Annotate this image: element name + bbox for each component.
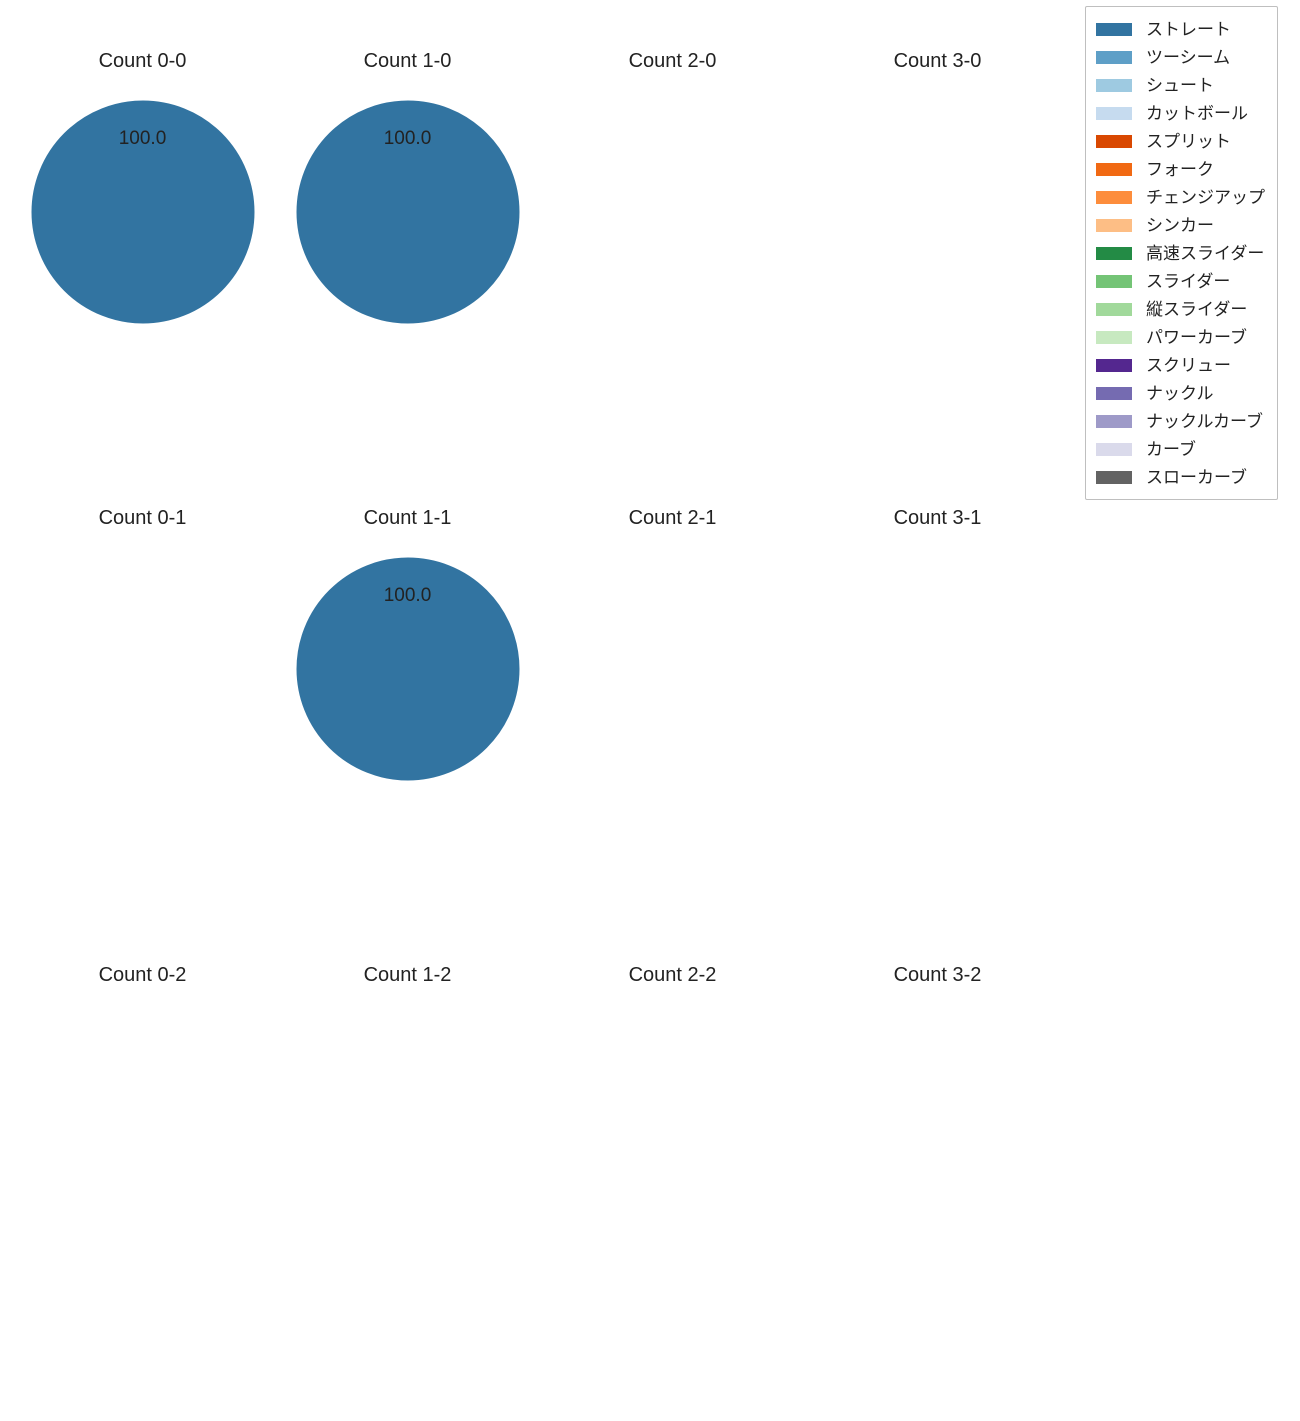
legend-item-vslider: 縦スライダー <box>1096 295 1265 323</box>
pie-slice-label: 100.0 <box>384 585 432 607</box>
legend-item-shoot: シュート <box>1096 71 1265 99</box>
legend-label: ストレート <box>1146 21 1231 38</box>
panel-title: Count 2-0 <box>540 50 805 73</box>
panel-title: Count 1-1 <box>275 507 540 530</box>
legend-swatch <box>1096 23 1132 36</box>
legend-swatch <box>1096 219 1132 232</box>
legend-swatch <box>1096 107 1132 120</box>
panel-count-22: Count 2-2 <box>540 964 805 1421</box>
legend-item-screw: スクリュー <box>1096 351 1265 379</box>
panel-title: Count 3-1 <box>805 507 1070 530</box>
panel-title: Count 2-1 <box>540 507 805 530</box>
legend-item-slowcurve: スローカーブ <box>1096 463 1265 491</box>
legend-label: カットボール <box>1146 105 1248 122</box>
legend-label: シュート <box>1146 77 1214 94</box>
legend-swatch <box>1096 247 1132 260</box>
legend-swatch <box>1096 79 1132 92</box>
legend-item-changeup: チェンジアップ <box>1096 183 1265 211</box>
legend-label: ナックル <box>1146 385 1214 402</box>
legend-label: チェンジアップ <box>1146 189 1265 206</box>
legend-label: スクリュー <box>1146 357 1231 374</box>
legend-label: スライダー <box>1146 273 1230 290</box>
panel-title: Count 1-2 <box>275 964 540 987</box>
legend-item-fastslider: 高速スライダー <box>1096 239 1265 267</box>
legend-label: 高速スライダー <box>1146 245 1264 262</box>
legend-label: 縦スライダー <box>1146 301 1247 318</box>
panel-count-20: Count 2-0 <box>540 50 805 507</box>
panel-title: Count 0-1 <box>10 507 275 530</box>
panel-count-11: Count 1-1 100.0 <box>275 507 540 964</box>
legend-swatch <box>1096 387 1132 400</box>
legend-swatch <box>1096 51 1132 64</box>
legend-item-sinker: シンカー <box>1096 211 1265 239</box>
legend-item-curve: カーブ <box>1096 435 1265 463</box>
panel-title: Count 2-2 <box>540 964 805 987</box>
panel-count-30: Count 3-0 <box>805 50 1070 507</box>
panel-title: Count 3-2 <box>805 964 1070 987</box>
legend-label: フォーク <box>1146 161 1214 178</box>
legend-item-knucklecurve: ナックルカーブ <box>1096 407 1265 435</box>
legend-label: パワーカーブ <box>1146 329 1247 346</box>
legend-swatch <box>1096 359 1132 372</box>
panel-count-32: Count 3-2 <box>805 964 1070 1421</box>
panel-count-01: Count 0-1 <box>10 507 275 964</box>
panel-count-31: Count 3-1 <box>805 507 1070 964</box>
legend-label: カーブ <box>1146 441 1196 458</box>
legend-swatch <box>1096 135 1132 148</box>
legend-label: ツーシーム <box>1146 49 1230 66</box>
legend-item-cutball: カットボール <box>1096 99 1265 127</box>
legend-item-powercurve: パワーカーブ <box>1096 323 1265 351</box>
pie-slice-label: 100.0 <box>384 128 432 150</box>
panel-title: Count 1-0 <box>275 50 540 73</box>
panel-count-12: Count 1-2 <box>275 964 540 1421</box>
pie-chart: 100.0 <box>296 557 520 781</box>
legend-item-knuckle: ナックル <box>1096 379 1265 407</box>
legend-label: スプリット <box>1146 133 1231 150</box>
pie-chart: 100.0 <box>296 100 520 324</box>
panel-count-02: Count 0-2 <box>10 964 275 1421</box>
legend-item-slider: スライダー <box>1096 267 1265 295</box>
pitch-type-legend: ストレートツーシームシュートカットボールスプリットフォークチェンジアップシンカー… <box>1085 6 1278 500</box>
legend-swatch <box>1096 471 1132 484</box>
panel-count-00: Count 0-0 100.0 <box>10 50 275 507</box>
legend-item-fork: フォーク <box>1096 155 1265 183</box>
legend-item-straight: ストレート <box>1096 15 1265 43</box>
panel-title: Count 3-0 <box>805 50 1070 73</box>
panel-count-10: Count 1-0 100.0 <box>275 50 540 507</box>
legend-item-twoseam: ツーシーム <box>1096 43 1265 71</box>
legend-swatch <box>1096 415 1132 428</box>
legend-swatch <box>1096 443 1132 456</box>
panel-title: Count 0-2 <box>10 964 275 987</box>
legend-swatch <box>1096 303 1132 316</box>
pie-slice-label: 100.0 <box>119 128 167 150</box>
pitch-type-by-count-figure: Count 0-0100.0Count 1-0100.0Count 2-0Cou… <box>0 0 1300 1300</box>
legend-label: シンカー <box>1146 217 1214 234</box>
legend-swatch <box>1096 163 1132 176</box>
panel-count-21: Count 2-1 <box>540 507 805 964</box>
legend-item-split: スプリット <box>1096 127 1265 155</box>
pie-chart: 100.0 <box>31 100 255 324</box>
legend-swatch <box>1096 275 1132 288</box>
legend-swatch <box>1096 331 1132 344</box>
legend-swatch <box>1096 191 1132 204</box>
panel-title: Count 0-0 <box>10 50 275 73</box>
legend-label: スローカーブ <box>1146 469 1247 486</box>
legend-label: ナックルカーブ <box>1146 413 1263 430</box>
